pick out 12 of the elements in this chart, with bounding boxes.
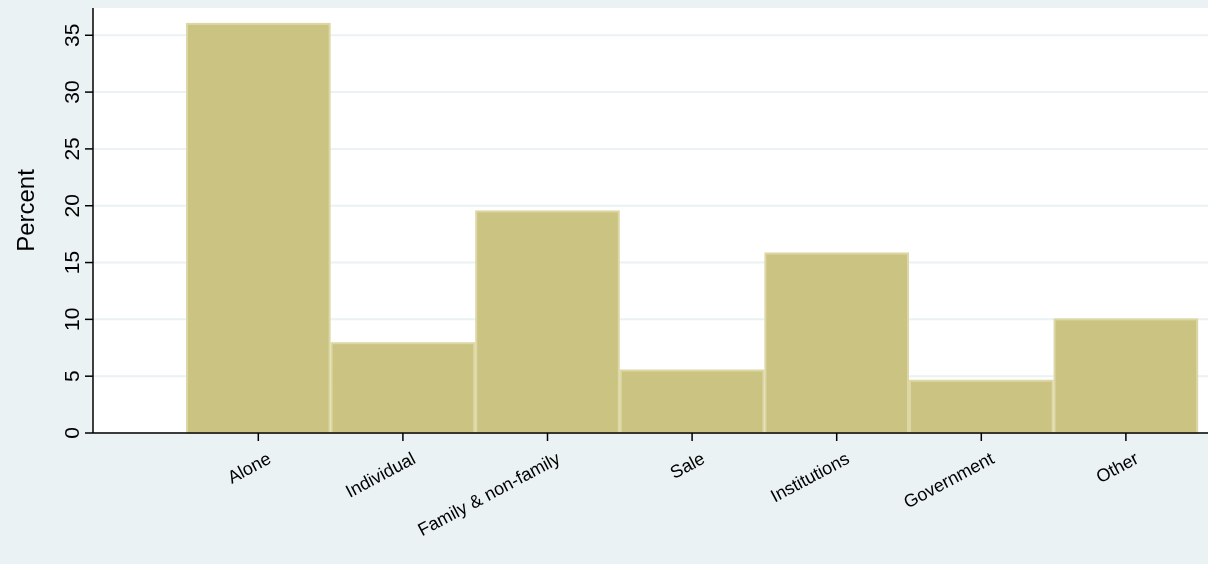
y-tick-label: 15: [60, 250, 83, 275]
y-axis-title: Percent: [12, 168, 39, 252]
x-tick-label: Other: [1092, 448, 1142, 487]
y-tick-label: 30: [60, 80, 83, 104]
y-tick-label: 10: [60, 307, 83, 332]
y-tick-label: 5: [60, 370, 83, 383]
x-tick-label: Sale: [666, 448, 708, 483]
y-tick-label: 20: [60, 194, 83, 218]
y-tick-label: 35: [60, 23, 83, 47]
y-tick-label: 0: [60, 427, 83, 439]
y-tick-label: 25: [60, 137, 83, 161]
x-tick-label: Alone: [224, 448, 275, 488]
